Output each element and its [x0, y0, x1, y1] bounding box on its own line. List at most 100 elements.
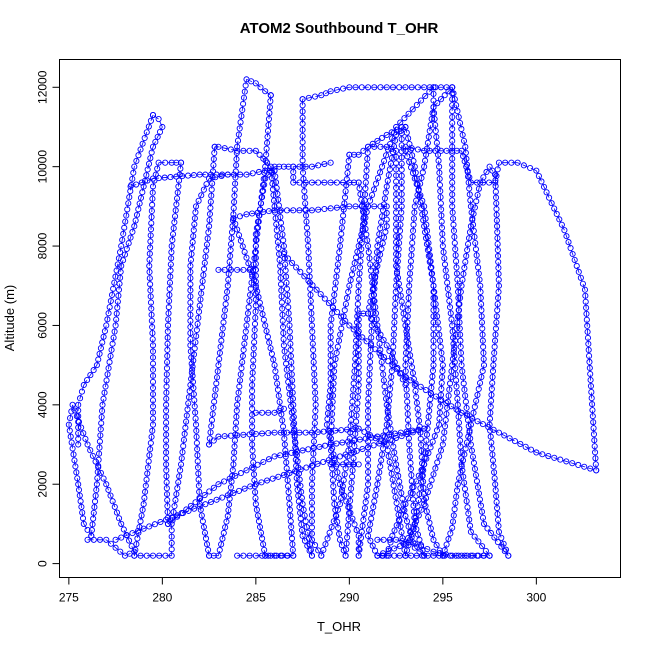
series-line — [377, 424, 388, 485]
data-point — [75, 418, 82, 425]
data-point — [372, 304, 379, 311]
data-point — [259, 188, 266, 195]
data-point — [455, 114, 462, 121]
series-line — [208, 365, 219, 445]
data-point — [199, 518, 206, 525]
data-point — [340, 461, 347, 468]
data-point — [290, 163, 297, 170]
data-point — [393, 184, 400, 191]
data-point — [96, 444, 103, 451]
data-point — [232, 425, 239, 432]
data-point — [376, 340, 383, 347]
data-point — [252, 266, 259, 273]
data-point — [137, 552, 144, 559]
data-point — [404, 410, 411, 418]
data-point — [264, 333, 271, 340]
data-point — [191, 505, 198, 512]
data-point — [234, 143, 241, 150]
data-point — [164, 322, 172, 329]
data-point — [546, 194, 553, 201]
data-point — [192, 409, 199, 416]
data-point — [453, 264, 460, 271]
data-point — [397, 221, 404, 228]
data-point — [498, 543, 505, 550]
data-point — [438, 212, 445, 219]
data-point — [395, 280, 402, 287]
data-point — [434, 151, 442, 158]
data-point — [111, 328, 118, 335]
data-point — [163, 371, 170, 378]
data-point — [95, 456, 102, 463]
data-point — [334, 308, 341, 316]
series-line — [311, 325, 317, 405]
data-point — [539, 451, 546, 458]
data-point — [259, 409, 266, 416]
data-point — [371, 186, 378, 193]
data-point — [226, 495, 233, 502]
data-point — [434, 459, 441, 466]
data-point — [129, 530, 136, 537]
data-point — [297, 466, 304, 473]
data-point — [192, 209, 199, 216]
data-point — [149, 360, 157, 367]
data-point — [469, 453, 476, 460]
data-point — [197, 506, 204, 513]
data-point — [393, 536, 400, 543]
data-point — [457, 449, 464, 456]
data-point — [252, 249, 259, 256]
data-point — [279, 305, 286, 312]
data-point — [271, 362, 278, 369]
data-point — [246, 147, 253, 154]
data-point — [467, 528, 474, 535]
data-point — [287, 512, 294, 519]
data-point — [308, 552, 316, 559]
data-point — [215, 266, 222, 273]
data-point — [406, 441, 413, 448]
data-point — [127, 234, 134, 241]
data-point — [398, 154, 405, 161]
series-line — [584, 289, 597, 471]
data-point — [404, 417, 412, 424]
data-point — [249, 210, 256, 217]
data-point — [430, 331, 437, 338]
data-point — [209, 410, 216, 418]
data-point — [242, 334, 249, 341]
data-point — [488, 391, 495, 398]
data-point — [488, 385, 495, 393]
data-point — [480, 343, 487, 350]
data-point — [459, 457, 467, 464]
series-line — [405, 325, 416, 386]
data-point — [391, 325, 398, 332]
series-line — [246, 170, 266, 176]
series-line — [339, 154, 350, 247]
data-point — [374, 481, 381, 488]
data-point — [472, 246, 479, 253]
data-point — [146, 452, 153, 459]
data-point — [172, 207, 179, 214]
data-point — [297, 268, 304, 275]
data-point — [252, 552, 259, 559]
data-point — [364, 143, 372, 150]
data-point — [449, 524, 456, 531]
data-point — [402, 84, 409, 91]
data-point — [211, 398, 218, 405]
data-point — [76, 492, 83, 499]
data-point — [193, 333, 200, 340]
data-point — [210, 404, 217, 411]
data-point — [324, 410, 332, 417]
data-point — [422, 502, 429, 509]
data-point — [188, 360, 195, 367]
series-line — [396, 539, 415, 545]
data-point — [247, 291, 254, 298]
data-point — [96, 536, 104, 543]
data-point — [274, 190, 281, 197]
data-point — [330, 451, 337, 458]
data-point — [390, 143, 398, 150]
data-point — [482, 547, 489, 554]
data-point — [399, 304, 406, 311]
data-point — [306, 261, 313, 268]
data-point — [465, 235, 473, 242]
data-point — [397, 429, 404, 436]
data-point — [376, 469, 383, 476]
data-point — [426, 88, 433, 95]
